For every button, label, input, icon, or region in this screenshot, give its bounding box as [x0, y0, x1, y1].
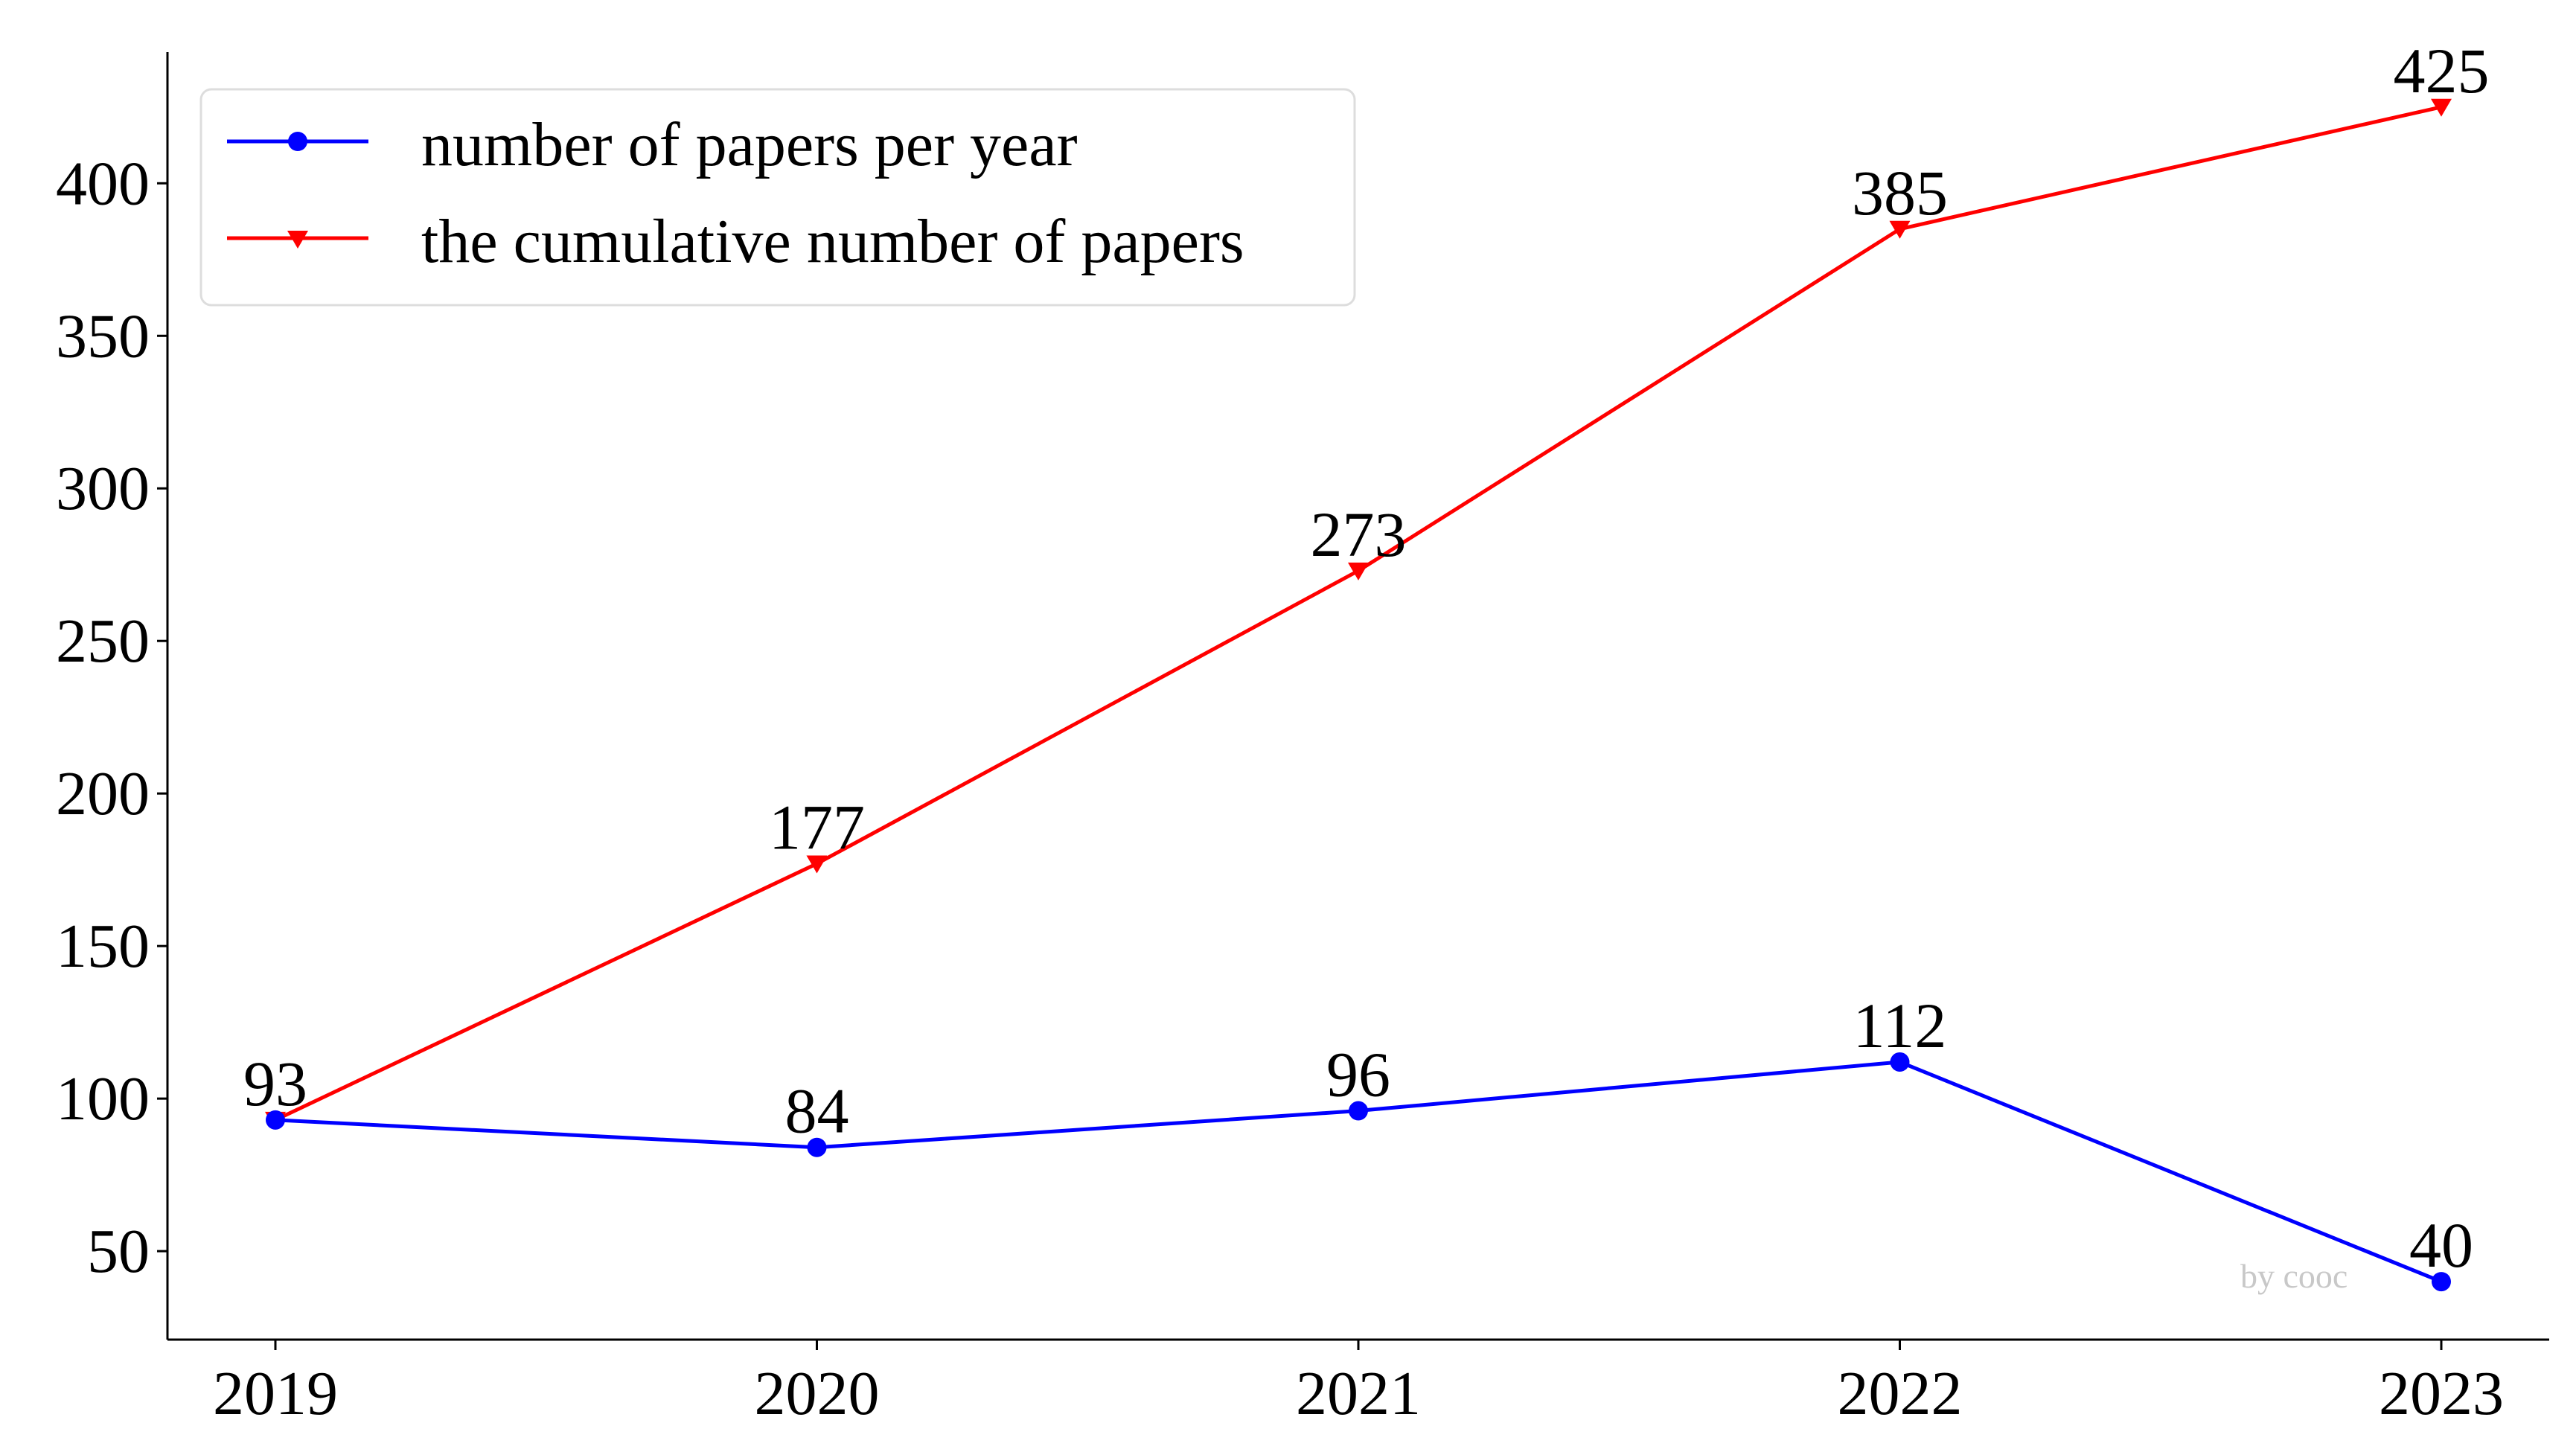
x-tick-label-2019: 2019	[213, 1359, 338, 1428]
legend-entry-cumulative: the cumulative number of papers	[227, 207, 1244, 276]
point-cumulative-2020	[806, 855, 828, 874]
data-label-cumulative-2023: 425	[2394, 35, 2490, 106]
data-label-cumulative-2020: 177	[769, 791, 865, 863]
y-tick-label-400: 400	[56, 149, 150, 218]
legend-entry-per-year: number of papers per year	[227, 110, 1078, 179]
point-per-year-2020	[807, 1137, 827, 1157]
point-per-year-2021	[1349, 1101, 1368, 1121]
point-per-year-2023	[2432, 1272, 2451, 1292]
point-cumulative-2022	[1889, 220, 1911, 239]
watermark: by cooc	[2240, 1257, 2348, 1295]
legend: number of papers per year the cumulative…	[199, 88, 1356, 307]
y-tick-label-150: 150	[56, 912, 150, 981]
y-tick-label-250: 250	[56, 607, 150, 676]
data-label-per-year-2021: 96	[1326, 1039, 1390, 1110]
data-label-cumulative-2022: 385	[1852, 157, 1948, 228]
legend-marker-circle-icon	[288, 132, 307, 151]
legend-label-cumulative: the cumulative number of papers	[421, 207, 1244, 276]
y-tick-label-350: 350	[56, 301, 150, 371]
point-cumulative-2021	[1348, 562, 1369, 581]
data-label-per-year-2020: 84	[785, 1075, 849, 1147]
legend-frame	[199, 88, 1356, 307]
legend-marker-triangle-down-icon	[287, 231, 308, 249]
data-labels: 177 273 385 425 93 84 96 112 40	[243, 35, 2490, 1281]
y-tick-label-100: 100	[56, 1064, 150, 1133]
data-label-per-year-2022: 112	[1853, 990, 1947, 1061]
x-tick-label-2023: 2023	[2379, 1359, 2504, 1428]
point-per-year-2022	[1890, 1052, 1910, 1072]
point-per-year-2019	[266, 1110, 285, 1130]
x-tick-label-2020: 2020	[755, 1359, 880, 1428]
y-tick-label-50: 50	[87, 1217, 150, 1286]
series-layer	[265, 98, 2452, 1292]
data-label-per-year-2019: 93	[243, 1048, 307, 1119]
y-tick-label-200: 200	[56, 759, 150, 828]
data-label-cumulative-2021: 273	[1311, 499, 1407, 570]
x-tick-label-2022: 2022	[1838, 1359, 1963, 1428]
axes: 50 100 150 200 250 300 350 400 2019 2020 2021 2022 2…	[56, 52, 2549, 1428]
x-tick-label-2021: 2021	[1296, 1359, 1421, 1428]
y-tick-label-300: 300	[56, 454, 150, 523]
data-label-per-year-2023: 40	[2409, 1209, 2473, 1281]
point-cumulative-2023	[2431, 98, 2452, 117]
legend-label-per-year: number of papers per year	[421, 110, 1078, 179]
